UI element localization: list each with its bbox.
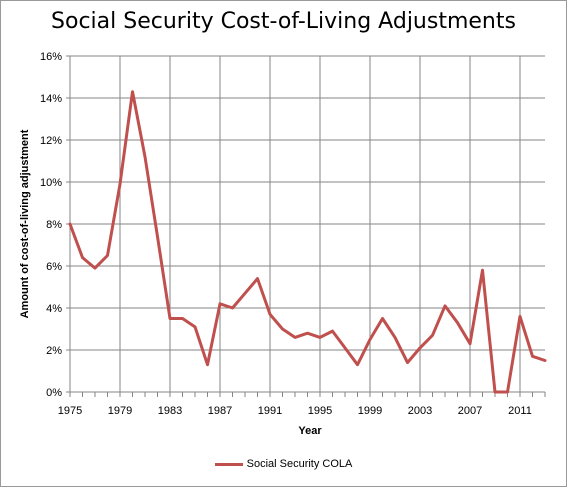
y-tick-label: 0%	[46, 387, 62, 399]
data-point	[193, 325, 197, 329]
data-point	[418, 346, 422, 350]
y-axis-title: Amount of cost-of-living adjustment	[19, 129, 31, 318]
data-point	[231, 306, 234, 310]
data-point	[143, 155, 147, 158]
y-tick-label: 2%	[46, 345, 62, 357]
x-tick-label: 2007	[458, 405, 482, 417]
data-point	[331, 329, 334, 333]
legend-swatch	[214, 462, 243, 466]
y-tick-label: 14%	[40, 93, 62, 105]
data-point	[381, 317, 384, 320]
y-tick-label: 16%	[40, 51, 62, 63]
x-tick-label: 1979	[108, 405, 132, 417]
x-tick-label: 1991	[258, 405, 282, 417]
series-line-social-security-cola	[68, 90, 547, 394]
data-point	[181, 317, 184, 320]
legend: Social Security COLA	[0, 458, 567, 470]
data-point	[506, 390, 509, 394]
data-point	[68, 222, 72, 226]
data-point	[368, 338, 372, 341]
x-tick-label: 1987	[208, 405, 232, 417]
data-point	[168, 317, 172, 320]
data-point	[468, 342, 472, 345]
data-point	[156, 235, 159, 238]
data-point	[543, 359, 547, 362]
data-point	[431, 334, 434, 337]
data-point	[393, 336, 397, 339]
data-point	[206, 363, 209, 366]
data-point	[243, 292, 247, 295]
data-point	[493, 390, 497, 394]
x-tick-label: 1975	[58, 405, 82, 417]
y-tick-label: 8%	[46, 219, 62, 231]
y-tick-label: 12%	[40, 135, 62, 147]
x-tick-label: 2003	[408, 405, 432, 417]
data-point	[131, 90, 134, 93]
x-axis-title: Year	[298, 425, 322, 437]
data-point	[481, 269, 484, 272]
data-point	[531, 355, 534, 358]
data-point	[343, 346, 347, 350]
data-point	[318, 336, 322, 339]
data-point	[518, 315, 522, 318]
x-tick-label: 1983	[158, 405, 182, 417]
data-point	[256, 277, 259, 280]
data-point	[406, 361, 409, 364]
data-point	[81, 256, 84, 259]
chart-title: Social Security Cost-of-Living Adjustmen…	[51, 9, 516, 34]
y-tick-label: 10%	[40, 177, 62, 189]
data-point	[443, 304, 447, 308]
data-point	[281, 327, 284, 331]
data-point	[356, 363, 359, 366]
data-point	[456, 321, 459, 324]
x-tick-label: 1999	[358, 405, 382, 417]
data-point	[106, 254, 109, 257]
data-point	[93, 266, 97, 270]
data-point	[293, 336, 297, 339]
x-tick-label: 1995	[308, 405, 332, 417]
data-point	[218, 302, 222, 305]
data-point	[268, 313, 272, 316]
y-tick-label: 4%	[46, 303, 62, 315]
x-tick-label: 2011	[508, 405, 532, 417]
y-tick-label: 6%	[46, 261, 62, 273]
legend-label: Social Security COLA	[246, 458, 353, 470]
data-point	[306, 332, 309, 335]
data-point	[118, 182, 122, 186]
